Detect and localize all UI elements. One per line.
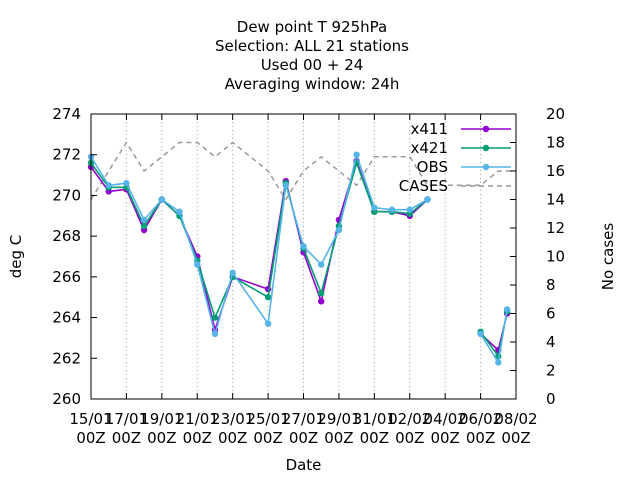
data-point <box>318 261 325 268</box>
series-obs <box>87 151 511 366</box>
legend-label: x421 <box>410 139 448 157</box>
legend-label: CASES <box>399 177 448 195</box>
y2-tick-label: 6 <box>546 305 556 323</box>
y2-tick-label: 18 <box>546 134 565 152</box>
y-tick-label: 266 <box>52 268 81 286</box>
y2-tick-label: 4 <box>546 333 556 351</box>
y2-tick-label: 14 <box>546 191 565 209</box>
x-tick-label: 25/01 <box>246 410 289 428</box>
y2-tick-label: 16 <box>546 162 565 180</box>
x-tick-label-hour: 00Z <box>324 429 353 447</box>
data-point <box>371 204 378 211</box>
x-tick-label: 29/01 <box>317 410 360 428</box>
x-axis-label: Date <box>286 456 322 474</box>
data-point <box>158 196 165 203</box>
legend-label: x411 <box>410 120 448 138</box>
data-point <box>503 306 511 313</box>
data-point <box>176 208 183 215</box>
data-point <box>123 180 130 187</box>
series-cases <box>90 141 516 201</box>
x-tick-label-hour: 00Z <box>147 429 176 447</box>
y2-tick-label: 2 <box>546 362 556 380</box>
data-point <box>388 206 396 213</box>
y-tick-label: 264 <box>52 309 81 327</box>
y-tick-label: 262 <box>52 349 81 367</box>
x-tick-label-hour: 00Z <box>112 429 141 447</box>
legend-marker <box>482 125 490 133</box>
data-point <box>211 330 219 338</box>
y-tick-label: 260 <box>52 390 81 408</box>
x-tick-label: 23/01 <box>211 410 254 428</box>
data-point <box>495 359 502 366</box>
title-line: Averaging window: 24h <box>225 75 400 93</box>
series-line <box>479 309 508 364</box>
y2-tick-label: 0 <box>546 390 556 408</box>
x-tick-label-hour: 00Z <box>395 429 424 447</box>
title-line: Selection: ALL 21 stations <box>215 37 409 55</box>
x-tick-label-hour: 00Z <box>360 429 389 447</box>
y-tick-label: 274 <box>52 105 81 123</box>
data-point <box>335 226 343 234</box>
x-tick-label: 31/01 <box>353 410 396 428</box>
x-tick-label: 04/02 <box>424 410 467 428</box>
x-tick-label: 27/01 <box>282 410 325 428</box>
data-point <box>264 294 272 301</box>
series-layer <box>87 141 516 366</box>
series-line <box>90 160 429 331</box>
data-point <box>194 261 201 268</box>
x-tick-label-hour: 00Z <box>466 429 495 447</box>
legend-label: OBS <box>417 158 448 176</box>
x-tick-label: 06/02 <box>459 410 502 428</box>
data-point <box>406 206 413 213</box>
x-tick-label-hour: 00Z <box>430 429 459 447</box>
y2-tick-label: 10 <box>546 248 565 266</box>
x-tick-label: 17/01 <box>105 410 148 428</box>
plot-frame <box>90 113 517 400</box>
legend-marker <box>482 144 490 152</box>
data-point <box>318 298 325 305</box>
legend-marker <box>482 163 490 171</box>
x-tick-label: 19/01 <box>140 410 183 428</box>
series-line <box>90 141 516 201</box>
data-point <box>353 151 360 158</box>
title-line: Dew point T 925hPa <box>237 18 387 36</box>
x-tick-label-hour: 00Z <box>501 429 530 447</box>
axes: 260 262 264 266 268 270 272 274 0 2 4 6 8 10 12 14 16 18 2… <box>52 105 565 447</box>
x-tick-label: 08/02 <box>494 410 537 428</box>
data-point <box>140 216 148 224</box>
x-tick-label: 15/01 <box>69 410 112 428</box>
series-line <box>90 153 428 335</box>
x-tick-label: 02/02 <box>388 410 431 428</box>
data-point <box>424 196 431 203</box>
data-point <box>300 243 307 250</box>
data-point <box>229 269 236 276</box>
x-tick-label-hour: 00Z <box>183 429 212 447</box>
y-tick-label: 272 <box>52 146 81 164</box>
data-point <box>211 314 219 321</box>
data-point <box>477 330 484 338</box>
y-tick-label: 268 <box>52 227 81 245</box>
data-point <box>318 289 325 297</box>
x-tick-label-hour: 00Z <box>76 429 105 447</box>
data-point <box>264 320 272 327</box>
y-axis-label: deg C <box>7 235 25 279</box>
data-point <box>282 182 289 189</box>
data-point <box>105 182 112 189</box>
x-tick-label: 21/01 <box>176 410 219 428</box>
x-tick-label-hour: 00Z <box>289 429 318 447</box>
y2-tick-label: 8 <box>546 276 556 294</box>
data-point <box>140 222 148 230</box>
y2-axis-label: No cases <box>599 223 617 291</box>
y2-tick-label: 12 <box>546 219 565 237</box>
y2-tick-label: 20 <box>546 105 565 123</box>
y-tick-label: 270 <box>52 186 81 204</box>
title-line: Used 00 + 24 <box>261 56 364 74</box>
x-tick-label-hour: 00Z <box>218 429 247 447</box>
x-tick-label-hour: 00Z <box>253 429 282 447</box>
series-line <box>90 162 429 319</box>
